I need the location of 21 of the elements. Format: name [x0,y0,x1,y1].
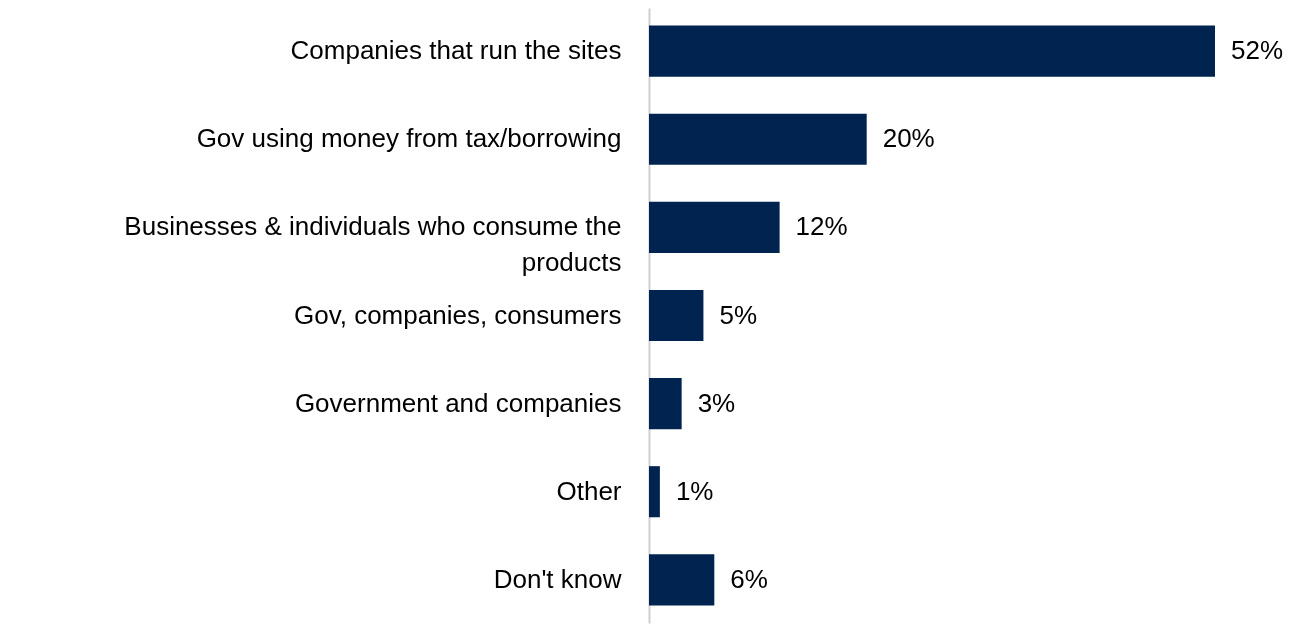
y-tick-label: Gov, companies, consumers [293,299,622,330]
data-label: 5% [719,299,757,330]
bar [649,25,1215,77]
data-label: 6% [730,563,768,594]
bar [649,554,715,606]
y-tick-label: Government and companies [294,387,622,418]
data-label: 1% [675,475,714,506]
bar [649,466,660,518]
y-tick-label: Gov using money from tax/borrowing [196,123,622,154]
data-label: 3% [697,387,736,418]
y-tick-label: Other [556,475,622,506]
y-tick-label: Companies that run the sites [290,35,622,66]
y-tick-label: Don't know [493,563,622,594]
bar [649,289,704,342]
bar [649,378,682,430]
data-label: 12% [795,211,848,242]
data-label: 52% [1231,35,1284,66]
y-tick-label: Businesses & individuals who consume the products [124,211,622,278]
bar [649,113,867,165]
data-label: 20% [882,123,935,154]
bar [649,201,780,253]
